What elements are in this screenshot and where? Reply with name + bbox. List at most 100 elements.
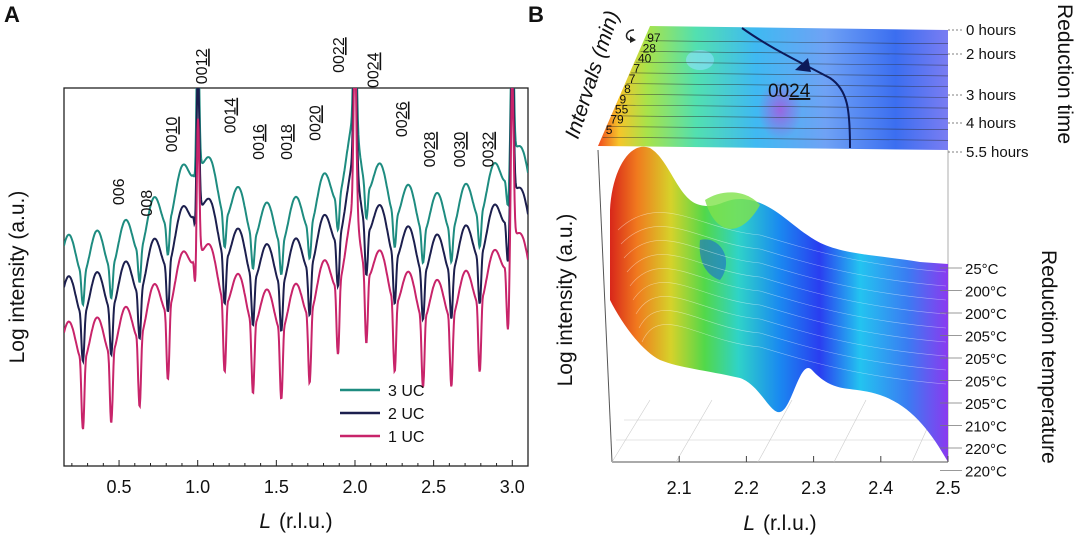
x-tick-label: 0.5	[107, 477, 132, 497]
reduction-temperature-value: 205°C	[965, 374, 1007, 391]
surface-highlight	[705, 192, 760, 229]
top-map-peak-label: 0024	[768, 81, 811, 102]
x-tick-label: 2.5	[421, 477, 446, 497]
peak-label-prefix: 00	[251, 142, 268, 160]
peak-label-prefix: 00	[164, 134, 181, 152]
peak-label-index: 20	[307, 105, 324, 123]
reduction-temperature-ticks: 25°C 200°C 200°C 205°C 205°C 205°C 205°C 210°C 2…	[940, 261, 1007, 481]
interval-number: 55	[615, 102, 629, 116]
panel-b-x-ticks: 2.1 2.2 2.3 2.4 2.5	[667, 456, 961, 498]
panel-b-y-label: Log intensity (a.u.)	[554, 214, 577, 387]
surface-mesh-line	[623, 240, 947, 301]
series-line-1-uc	[64, 88, 528, 430]
top-map-peak-label-prefix: 00	[768, 81, 789, 102]
peak-label-prefix: 008	[139, 190, 156, 217]
interval-number: 7	[629, 72, 636, 86]
legend-label: 1 UC	[388, 429, 424, 446]
interval-number: 9	[620, 92, 627, 106]
reduction-temperature-value: 210°C	[965, 419, 1007, 436]
reduction-temperature-value: 200°C	[965, 284, 1007, 301]
interval-number: 79	[610, 113, 624, 127]
top-map-peak-label-index: 24	[789, 81, 811, 102]
panel-b-x-label-var: L	[743, 512, 755, 535]
peak-label: 0012	[194, 49, 211, 85]
interval-number: 7	[633, 62, 640, 76]
surface-mesh-line	[635, 296, 947, 357]
peak-label: 008	[139, 190, 156, 217]
reduction-temperature-value: 205°C	[965, 396, 1007, 413]
peak-label: 0020	[307, 105, 324, 141]
floor-grid	[611, 399, 948, 463]
peak-label: 006	[111, 178, 128, 205]
peak-label-index: 30	[452, 132, 469, 150]
x-tick-label: 2.5	[935, 478, 960, 498]
peak-label-prefix: 00	[452, 149, 469, 167]
interval-number: 8	[624, 82, 631, 96]
peak-label: 0010	[164, 117, 181, 153]
top-heatmap-spot	[758, 80, 802, 140]
x-tick-label: 2.4	[868, 478, 893, 498]
reduction-time-label: Reduction time	[1053, 4, 1076, 144]
panel-a-x-label: L (r.l.u.)	[259, 510, 332, 533]
panel-a-plot-frame	[63, 87, 529, 467]
top-heatmap-row-line	[607, 126, 949, 130]
peak-label: 0032	[480, 132, 497, 168]
x-tick-label: 2.2	[734, 478, 759, 498]
peak-label: 0026	[394, 101, 411, 137]
peak-label-index: 24	[366, 52, 383, 70]
peak-label-prefix: 00	[331, 55, 348, 73]
peak-label-index: 32	[480, 132, 497, 150]
reduction-temperature-value: 220°C	[965, 441, 1007, 458]
panel-a-legend: 3 UC 2 UC 1 UC	[340, 383, 424, 446]
surface-3d-body	[610, 146, 948, 462]
interval-number: 28	[643, 41, 657, 55]
top-heatmap-grid-lines	[602, 40, 949, 141]
interval-number: 97	[647, 31, 661, 45]
top-heatmap-row-line	[602, 136, 949, 141]
series-line-2-uc	[64, 88, 528, 365]
peak-label-prefix: 00	[366, 70, 383, 88]
peak-label: 0018	[279, 124, 296, 160]
peak-label: 0022	[331, 37, 348, 73]
legend-label: 2 UC	[388, 406, 424, 423]
surface-mesh-lines	[617, 212, 947, 385]
peak-label-prefix: 00	[222, 115, 239, 133]
panel-b-letter: B	[528, 2, 544, 27]
top-heatmap-row-line	[621, 94, 949, 98]
top-heatmap-row-line	[645, 40, 949, 45]
x-tick-label: 3.0	[500, 477, 525, 497]
surface-shadow	[699, 239, 727, 280]
panel-a-letter: A	[4, 2, 20, 27]
peak-label-index: 22	[331, 37, 348, 55]
peak-label-prefix: 00	[194, 66, 211, 84]
peak-label-index: 28	[422, 132, 439, 150]
x-tick-label: 1.0	[185, 477, 210, 497]
series-line-3-uc	[64, 88, 528, 308]
peak-label-index: 10	[164, 117, 181, 135]
x-tick-label: 1.5	[264, 477, 289, 497]
top-heatmap-spot-2	[686, 50, 714, 70]
top-heatmap-row-line	[616, 104, 949, 109]
top-heatmap-row-line	[612, 115, 949, 120]
reduction-temperature-label: Reduction temperature	[1037, 250, 1060, 464]
peak-label-index: 16	[251, 124, 268, 142]
panel-a-x-label-unit: (r.l.u.)	[279, 510, 333, 533]
peak-label-prefix: 00	[394, 119, 411, 137]
surface-3d	[610, 146, 948, 462]
peak-label: 0028	[422, 132, 439, 168]
reduction-time-ticks: 0 hours 2 hours 3 hours 4 hours 5.5 hours	[948, 22, 1029, 161]
top-heatmap-row-line	[631, 72, 949, 77]
reduction-time-value: 5.5 hours	[966, 144, 1029, 161]
x-tick-label: 2.0	[342, 477, 367, 497]
panel-a-chart: 0.5 1.0 1.5 2.0 2.5 3.0 006 008001000120014001…	[6, 37, 529, 533]
reduction-time-value: 3 hours	[966, 87, 1016, 104]
top-heatmap-row-line	[626, 83, 949, 87]
reduction-temperature-value: 25°C	[965, 261, 999, 278]
surface-mesh-line	[617, 212, 947, 273]
reduction-time-value: 4 hours	[966, 115, 1016, 132]
reduction-temperature-value: 205°C	[965, 329, 1007, 346]
reduction-temperature-value: 200°C	[965, 306, 1007, 323]
peak-track-arrow	[795, 58, 811, 72]
